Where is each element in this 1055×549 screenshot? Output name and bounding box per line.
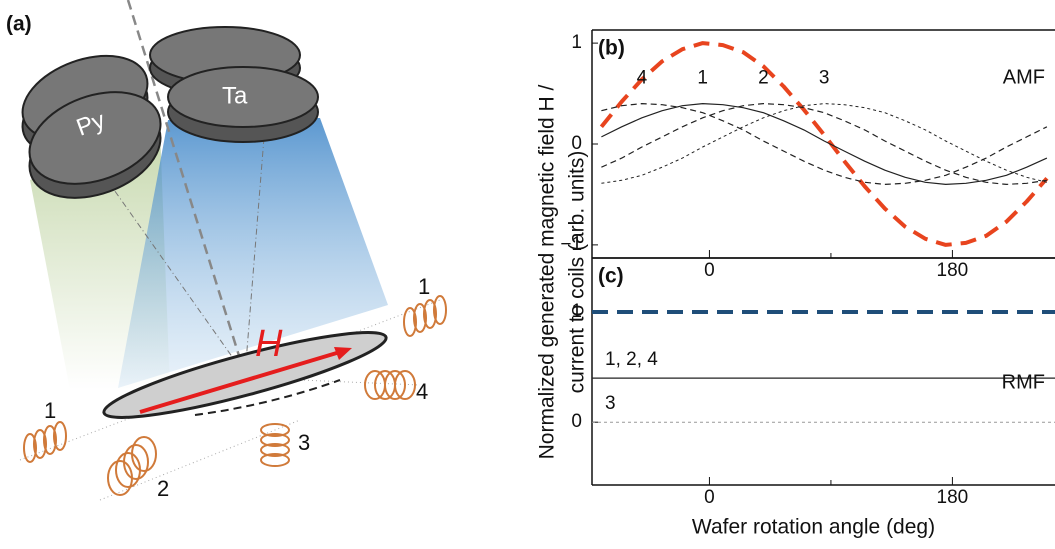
x-tick-label: 0 [704,487,715,508]
y-axis-label: Normalized generated magnetic field H / [536,84,559,459]
field-label: H [255,323,283,365]
x-tick-label: 0 [704,260,715,281]
series-line [601,104,1047,185]
annotation: RMF [1002,371,1045,393]
series-line [601,104,1047,184]
y-tick-label: 0 [571,133,582,154]
series-label: 4 [637,68,648,89]
coil-label: 1 [44,398,56,423]
plot-area [592,312,1055,422]
series-line [601,104,1047,185]
y-tick-label: −1 [560,234,582,255]
y-tick-label: 1 [571,32,582,53]
panel-label: (c) [598,265,624,288]
coil-label: 4 [416,379,428,404]
coil-label: 2 [157,476,169,501]
y-tick-label: 0 [571,411,582,432]
x-axis-label: Wafer rotation angle (deg) [692,516,935,539]
coil-label: 3 [298,430,310,455]
y-axis-label: current to coils (arb. units) [566,151,589,394]
series-line [601,104,1047,185]
figure: (a) Py Ta H 1 4 1 2 3 Normalized generat… [0,0,1055,544]
series-label: 1 [697,68,708,89]
y-tick-label: 1 [571,301,582,322]
series-label: 1, 2, 4 [605,349,658,370]
series-label: 2 [758,68,769,89]
annotation: AMF [1003,66,1045,88]
series-label: 3 [819,68,830,89]
x-tick-label: 180 [937,260,969,281]
series-label: 3 [605,393,616,414]
coil-label: 1 [418,274,430,299]
panel-label: (b) [598,37,625,60]
target-label: Ta [222,82,248,109]
panel-label: (a) [6,13,32,36]
x-tick-label: 180 [937,487,969,508]
illustration: (a) Py Ta H 1 4 1 2 3 [6,0,446,501]
